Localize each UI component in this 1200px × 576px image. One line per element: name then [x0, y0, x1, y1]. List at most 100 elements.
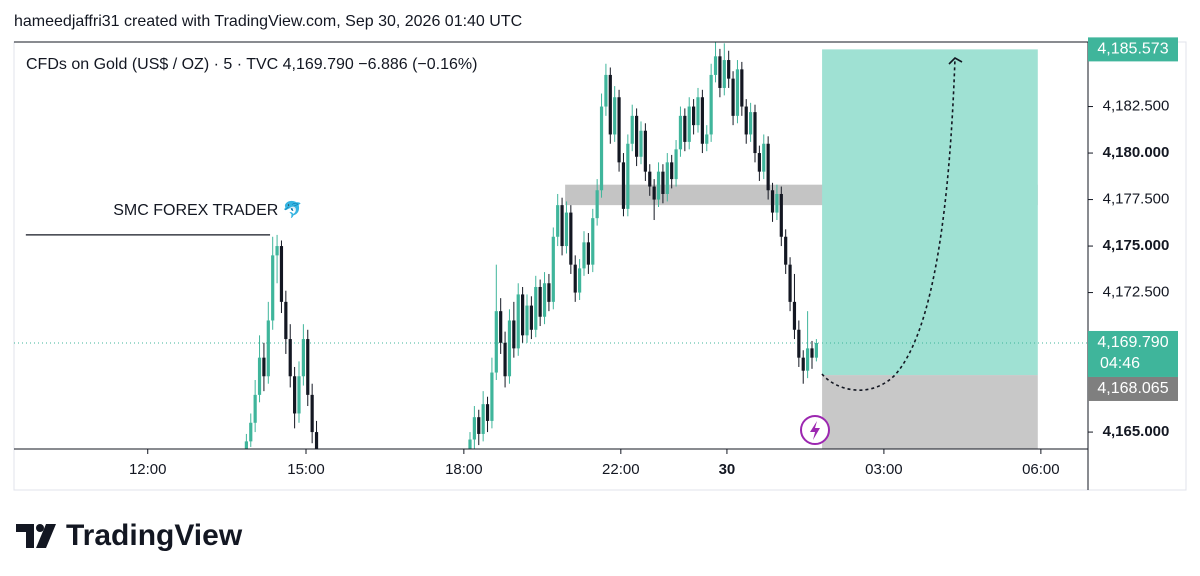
- candle-body: [731, 78, 735, 116]
- candle-body: [604, 74, 608, 107]
- candle-body: [516, 294, 520, 349]
- candle-body: [499, 311, 503, 343]
- candle-body: [599, 106, 604, 191]
- candle-body: [678, 115, 683, 150]
- candle-body: [665, 162, 669, 194]
- candle-body: [468, 439, 472, 449]
- candle-body: [692, 106, 696, 126]
- candle-body: [801, 357, 805, 371]
- candle-body: [775, 193, 779, 213]
- candle-body: [301, 339, 305, 377]
- price-tag: [1088, 37, 1178, 62]
- candle-body: [713, 56, 718, 75]
- candle-body: [766, 143, 770, 191]
- candle-body: [477, 417, 481, 434]
- candle-body: [521, 294, 525, 336]
- candle-body: [674, 149, 678, 180]
- candle-body: [551, 236, 555, 302]
- candle-body: [582, 242, 586, 269]
- plot: [14, 42, 1088, 449]
- y-tick-label: 4,175.000: [1103, 237, 1170, 254]
- candle-body: [626, 143, 630, 209]
- y-tick-label: 4,165.000: [1103, 423, 1170, 440]
- candle-body: [569, 212, 573, 265]
- candle-body: [542, 283, 547, 317]
- candle-body: [503, 342, 507, 377]
- candle-body: [244, 441, 248, 449]
- y-tick-label: 4,177.500: [1103, 191, 1170, 208]
- logo: TradingView: [16, 519, 243, 552]
- candle-body: [617, 97, 621, 163]
- candle-body: [534, 286, 538, 330]
- candle-body: [284, 301, 288, 340]
- current-price-label: 4,169.790: [1097, 334, 1168, 351]
- candle-body: [740, 69, 744, 107]
- candle-body: [700, 97, 704, 144]
- current-price-tag: [1088, 330, 1178, 377]
- projection-arrow: [821, 57, 956, 391]
- target-zone: [822, 49, 1038, 376]
- candle-body: [770, 190, 775, 213]
- candle-body: [709, 74, 713, 135]
- candle-body: [314, 432, 319, 449]
- candle-body: [797, 329, 801, 358]
- price-tag: [1088, 376, 1178, 401]
- candle-body: [810, 348, 814, 358]
- candle-body: [792, 301, 797, 330]
- y-tick-label: 4,172.500: [1103, 284, 1170, 301]
- candle-body: [683, 115, 687, 142]
- candle-body: [525, 305, 529, 336]
- x-tick-label: 15:00: [287, 461, 325, 478]
- x-tick-label: 06:00: [1022, 461, 1060, 478]
- x-tick-label: 18:00: [445, 461, 483, 478]
- candle-body: [279, 246, 284, 302]
- candle-body: [814, 342, 818, 358]
- candle-body: [578, 268, 582, 293]
- candle-body: [744, 106, 748, 135]
- candle-body: [652, 186, 656, 200]
- candle-body: [806, 348, 810, 371]
- candle-body: [722, 60, 726, 88]
- candle-body: [656, 171, 661, 200]
- candle-body: [271, 255, 275, 321]
- candle-body: [727, 60, 731, 79]
- candle-body: [306, 339, 310, 395]
- candle-body: [538, 286, 542, 317]
- axis-layer: 4,165.000 4,172.500 4,175.000 4,177.500 4,18…: [129, 37, 1178, 478]
- candle-body: [735, 69, 740, 116]
- stop-zone: [822, 375, 1038, 449]
- candle-body: [485, 404, 490, 421]
- candle-body: [507, 320, 512, 377]
- candle-body: [591, 218, 595, 265]
- brand: TradingView: [66, 519, 243, 552]
- candle-body: [608, 74, 612, 135]
- chart-title: CFDs on Gold (US$ / OZ) · 5 · TVC 4,169.…: [26, 56, 477, 73]
- candle-body: [293, 376, 297, 414]
- candle-body: [560, 205, 564, 247]
- candle-body: [481, 404, 485, 434]
- level-label: SMC FOREX TRADER 🐬: [113, 200, 302, 219]
- candle-body: [586, 242, 590, 265]
- candle-body: [757, 153, 761, 172]
- candle-body: [661, 171, 665, 194]
- candle-body: [275, 246, 279, 256]
- candle-body: [635, 115, 639, 157]
- candle-body: [547, 283, 551, 302]
- candle-body: [613, 97, 617, 135]
- x-tick-label: 12:00: [129, 461, 167, 478]
- y-tick-label: 4,182.500: [1103, 98, 1170, 115]
- candle-body: [762, 143, 766, 172]
- countdown-label: 04:46: [1100, 355, 1140, 372]
- candle-body: [490, 372, 494, 421]
- candle-body: [749, 112, 753, 135]
- x-tick-label: 03:00: [865, 461, 903, 478]
- alert-icon: [800, 415, 830, 445]
- candle-body: [670, 162, 674, 180]
- candle-body: [648, 171, 652, 187]
- candle-body: [297, 376, 301, 414]
- candle-body: [494, 311, 498, 373]
- candle-body: [718, 56, 722, 88]
- candle-body: [788, 264, 792, 302]
- candle-body: [249, 422, 253, 442]
